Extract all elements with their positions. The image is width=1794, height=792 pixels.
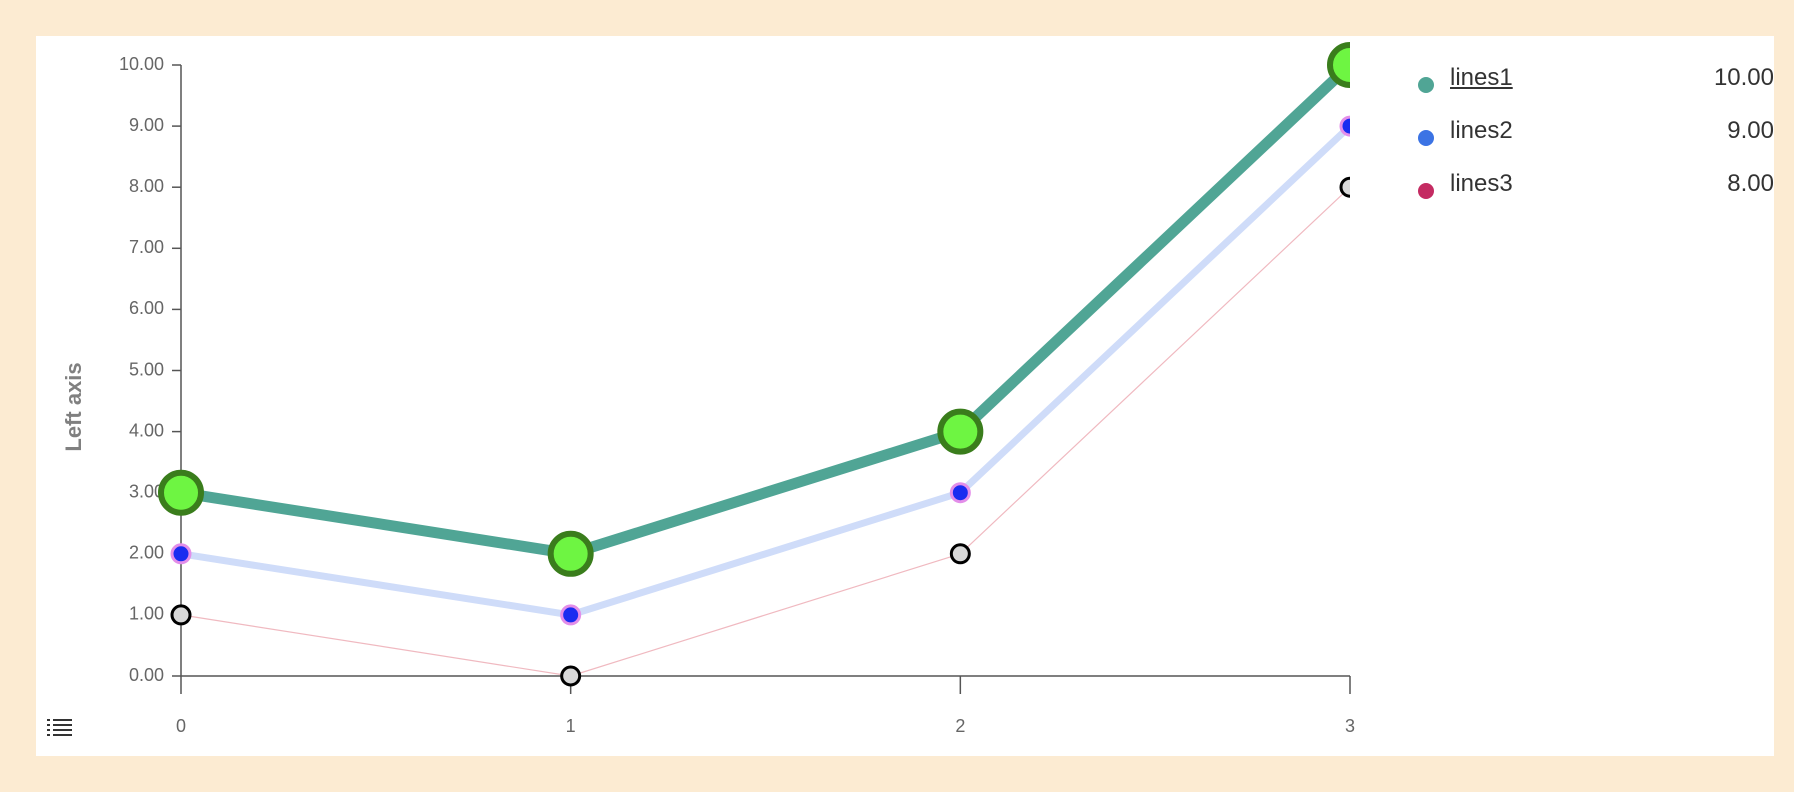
data-point-lines1	[1327, 42, 1350, 88]
data-point-lines1	[158, 469, 204, 516]
series-layer	[158, 42, 1350, 687]
legend-label: lines1	[1450, 64, 1513, 91]
x-tick-label: 2	[955, 716, 965, 736]
x-tick-label: 1	[566, 716, 576, 736]
data-point-lines3	[949, 543, 971, 565]
y-axis: 0.00 1.00 2.00 3.00 4.00 5.00 6.00 7.00 8.00 9.00…	[119, 54, 182, 685]
data-point-lines2	[560, 604, 582, 626]
data-point-lines3	[170, 604, 192, 626]
y-tick-label: 10.00	[119, 54, 164, 74]
y-tick-label: 1.00	[129, 604, 164, 624]
y-tick-label: 6.00	[129, 298, 164, 318]
legend-value: 10.00	[1713, 64, 1774, 91]
legend-item-lines3[interactable]: lines3 8.00	[1416, 170, 1774, 223]
legend-dot-lines3	[1418, 183, 1434, 199]
data-point-lines1	[937, 408, 984, 455]
list-icon[interactable]	[46, 716, 74, 740]
series-line-lines3	[180, 186, 1350, 677]
y-tick-label: 4.00	[129, 420, 164, 440]
legend-dot-lines2	[1418, 130, 1434, 146]
legend-value: 9.00	[1727, 117, 1774, 144]
y-tick-label: 0.00	[129, 665, 164, 685]
data-point-lines3	[560, 665, 582, 687]
data-point-lines3	[1339, 176, 1350, 198]
data-point-lines2	[170, 543, 192, 565]
x-tick-label: 0	[176, 716, 186, 736]
x-axis: 0 1 2 3	[176, 675, 1355, 736]
legend: lines1 10.00 lines2 9.00 lines3 8.00	[1416, 64, 1774, 223]
legend-label: lines3	[1450, 170, 1513, 197]
y-tick-label: 8.00	[129, 176, 164, 196]
legend-item-lines1[interactable]: lines1 10.00	[1416, 64, 1774, 117]
y-tick-label: 7.00	[129, 237, 164, 257]
data-point-lines1	[547, 530, 594, 577]
y-tick-label: 2.00	[129, 543, 164, 563]
y-tick-label: 9.00	[129, 115, 164, 135]
series-line-lines1	[180, 60, 1350, 560]
data-point-lines2	[949, 482, 971, 504]
line-chart: 0.00 1.00 2.00 3.00 4.00 5.00 6.00 7.00 8.00 9.00…	[61, 42, 1355, 736]
y-tick-label: 5.00	[129, 359, 164, 379]
legend-label: lines2	[1450, 117, 1513, 144]
y-axis-title: Left axis	[61, 362, 86, 451]
data-point-lines2	[1339, 115, 1350, 137]
legend-value: 8.00	[1727, 170, 1774, 197]
chart-panel: 0.00 1.00 2.00 3.00 4.00 5.00 6.00 7.00 8.00 9.00…	[36, 36, 1774, 756]
y-tick-label: 3.00	[129, 481, 164, 501]
legend-dot-lines1	[1418, 77, 1434, 93]
series-line-lines2	[180, 123, 1350, 619]
x-tick-label: 3	[1345, 716, 1355, 736]
legend-item-lines2[interactable]: lines2 9.00	[1416, 117, 1774, 170]
